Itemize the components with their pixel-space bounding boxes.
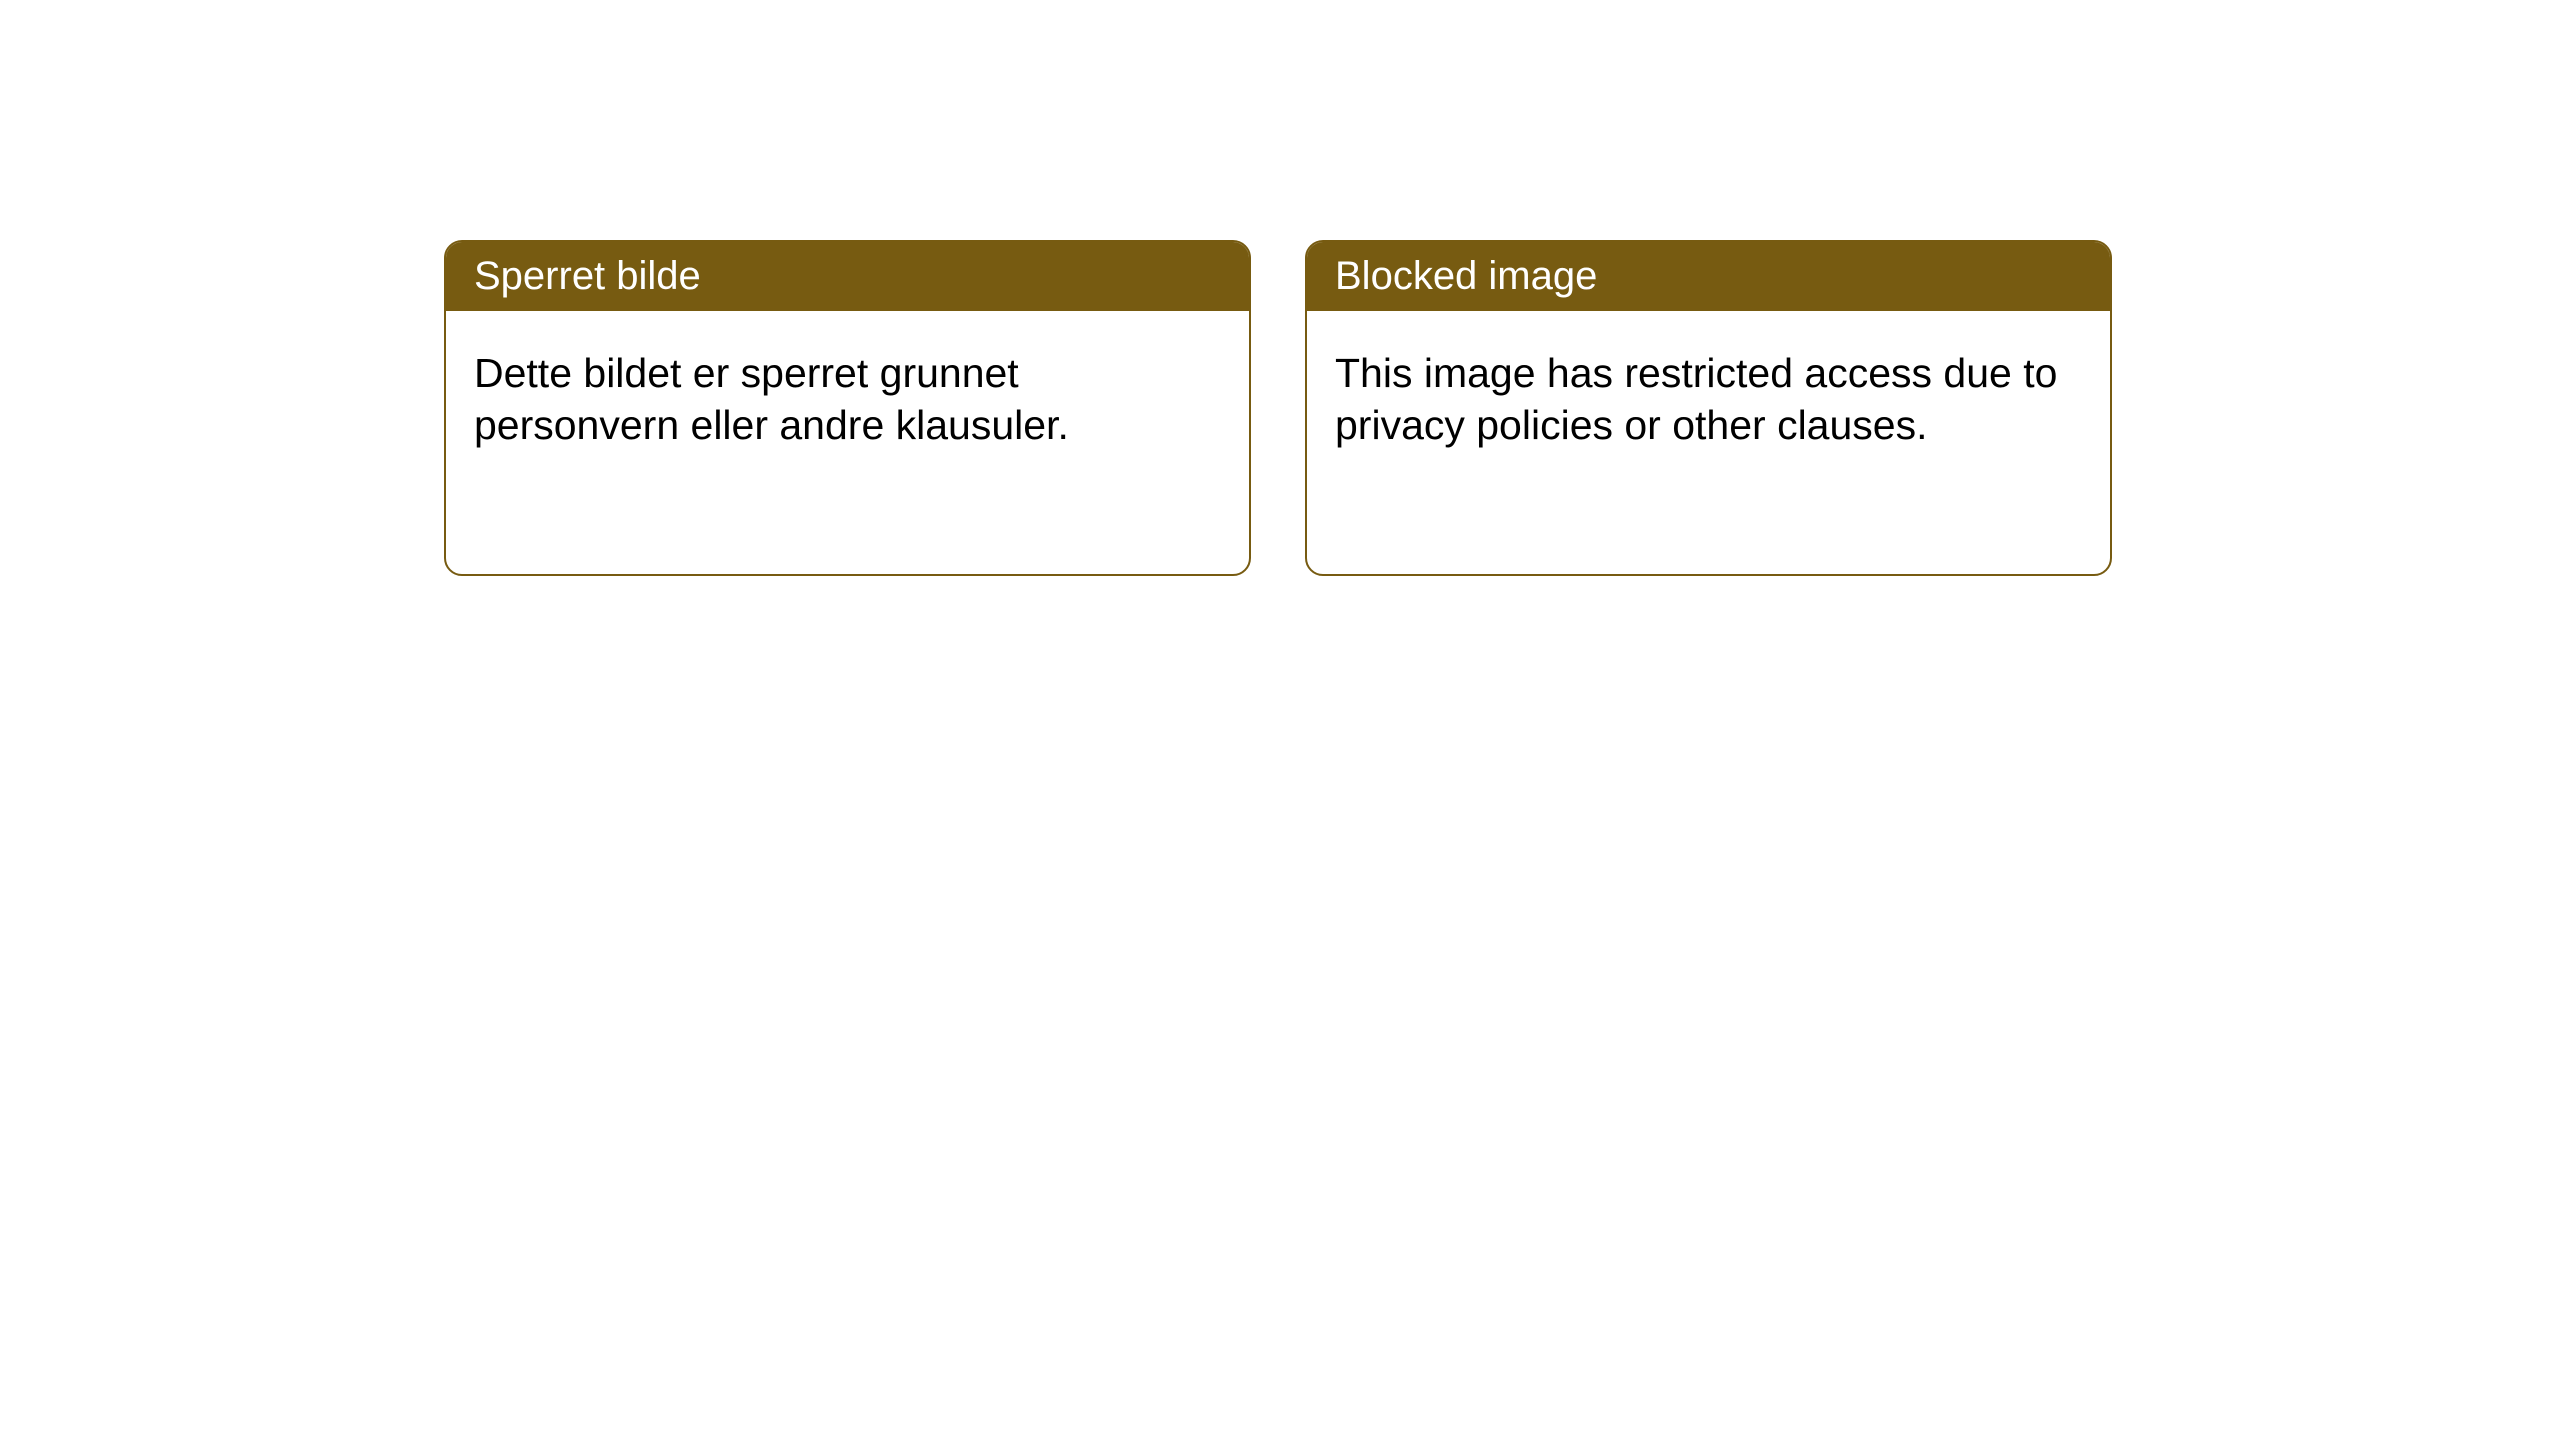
card-body-text: This image has restricted access due to … bbox=[1335, 350, 2057, 448]
card-header: Blocked image bbox=[1307, 242, 2110, 311]
card-body-text: Dette bildet er sperret grunnet personve… bbox=[474, 350, 1069, 448]
card-title: Sperret bilde bbox=[474, 254, 701, 298]
notice-card-norwegian: Sperret bilde Dette bildet er sperret gr… bbox=[444, 240, 1251, 576]
card-title: Blocked image bbox=[1335, 254, 1597, 298]
card-header: Sperret bilde bbox=[446, 242, 1249, 311]
notice-card-english: Blocked image This image has restricted … bbox=[1305, 240, 2112, 576]
card-body: Dette bildet er sperret grunnet personve… bbox=[446, 311, 1249, 488]
notice-cards-container: Sperret bilde Dette bildet er sperret gr… bbox=[444, 240, 2112, 576]
card-body: This image has restricted access due to … bbox=[1307, 311, 2110, 488]
